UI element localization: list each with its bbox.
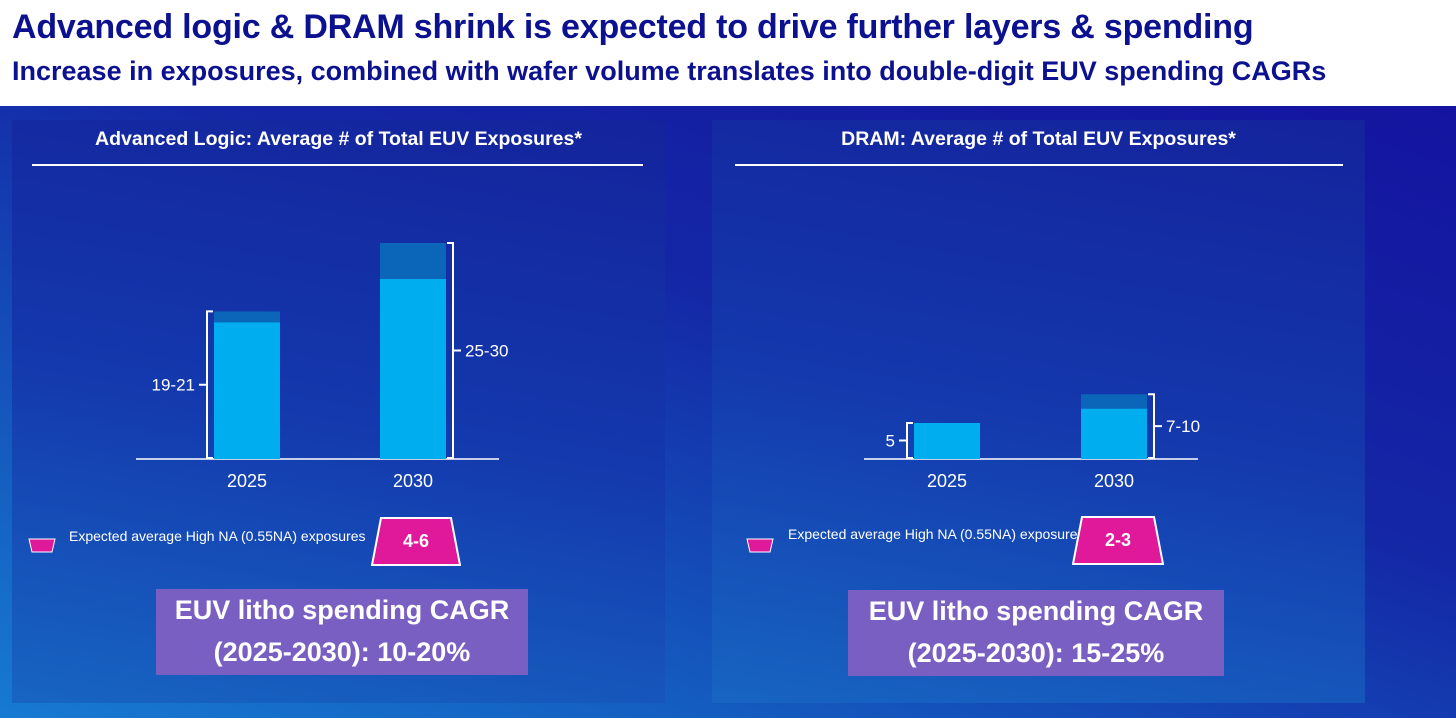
cagr-line-2: (2025-2030): 10-20% xyxy=(213,637,471,667)
x-tick-label: 2030 xyxy=(393,471,433,491)
high-na-exposures-badge: 2-3 xyxy=(1071,516,1165,566)
cagr-line-1: EUV litho spending CAGR xyxy=(174,595,510,625)
panel-title: Advanced Logic: Average # of Total EUV E… xyxy=(95,128,582,150)
advanced-logic-chart: 2025 19-21 2030 25-30 xyxy=(136,242,508,491)
cagr-line-1: EUV litho spending CAGR xyxy=(868,596,1204,626)
cagr-line-2: (2025-2030): 15-25% xyxy=(907,638,1165,668)
cagr-box: EUV litho spending CAGR (2025-2030): 10-… xyxy=(156,589,528,675)
range-label: 25-30 xyxy=(465,342,508,361)
x-tick-label: 2025 xyxy=(227,471,267,491)
range-bracket xyxy=(447,242,461,459)
title-divider xyxy=(735,164,1343,166)
bar-range-2030 xyxy=(380,243,446,279)
high-na-legend-label: Expected average High NA (0.55NA) exposu… xyxy=(69,528,366,544)
range-bracket xyxy=(199,310,213,459)
x-tick-label: 2030 xyxy=(1094,471,1134,491)
page-title: Advanced logic & DRAM shrink is expected… xyxy=(12,8,1254,46)
x-tick-label: 2025 xyxy=(927,471,967,491)
bar-range-2025 xyxy=(214,311,280,323)
range-label: 7-10 xyxy=(1166,417,1200,436)
high-na-value: 4-6 xyxy=(402,531,429,551)
bar-range-2030 xyxy=(1081,394,1147,409)
range-label: 5 xyxy=(886,432,895,451)
high-na-exposures-badge: 4-6 xyxy=(370,517,462,567)
dram-panel: DRAM: Average # of Total EUV Exposures* … xyxy=(712,120,1365,703)
trapezoid-shape xyxy=(1071,516,1165,565)
high-na-value: 2-3 xyxy=(1104,530,1131,550)
trapezoid-shape xyxy=(370,517,462,566)
high-na-legend-swatch xyxy=(28,538,56,553)
bar-2025 xyxy=(914,423,980,459)
panel-title: DRAM: Average # of Total EUV Exposures* xyxy=(841,128,1236,150)
range-label: 19-21 xyxy=(152,376,195,395)
bar-2030 xyxy=(380,279,446,459)
page-subtitle: Increase in exposures, combined with waf… xyxy=(12,56,1327,86)
high-na-legend-label: Expected average High NA (0.55NA) exposu… xyxy=(788,526,1085,542)
cagr-box: EUV litho spending CAGR (2025-2030): 15-… xyxy=(848,590,1224,676)
range-bracket xyxy=(899,422,913,459)
advanced-logic-panel: Advanced Logic: Average # of Total EUV E… xyxy=(12,120,665,703)
dram-chart: 2025 5 2030 7-10 xyxy=(864,393,1200,491)
bar-2030 xyxy=(1081,408,1147,459)
bar-2025 xyxy=(214,322,280,459)
range-bracket xyxy=(1148,393,1162,459)
high-na-legend-swatch xyxy=(746,538,774,553)
title-divider xyxy=(32,164,643,166)
header: Advanced logic & DRAM shrink is expected… xyxy=(0,0,1456,106)
